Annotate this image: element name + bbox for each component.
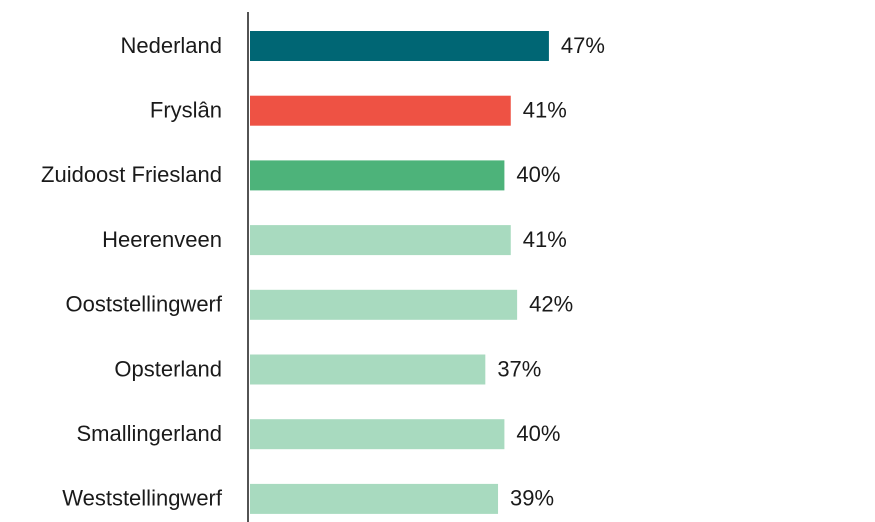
bar	[250, 225, 511, 256]
bar	[250, 354, 486, 385]
value-label: 41%	[523, 98, 567, 123]
value-label: 42%	[529, 292, 573, 317]
category-label: Weststellingwerf	[62, 486, 223, 511]
value-label: 37%	[497, 356, 541, 381]
category-label: Heerenveen	[102, 227, 222, 252]
bar	[250, 483, 499, 514]
value-label: 40%	[516, 421, 560, 446]
category-label: Nederland	[120, 33, 222, 58]
bar	[250, 95, 511, 126]
category-label: Opsterland	[114, 356, 222, 381]
value-label: 41%	[523, 227, 567, 252]
bar	[250, 419, 505, 450]
category-label: Fryslân	[150, 98, 222, 123]
value-label: 40%	[516, 162, 560, 187]
bar	[250, 160, 505, 191]
bar	[250, 289, 518, 320]
value-label: 39%	[510, 486, 554, 511]
value-label: 47%	[561, 33, 605, 58]
category-label: Ooststellingwerf	[65, 292, 222, 317]
category-label: Zuidoost Friesland	[41, 162, 222, 187]
bar	[250, 31, 549, 61]
category-label: Smallingerland	[76, 421, 222, 446]
